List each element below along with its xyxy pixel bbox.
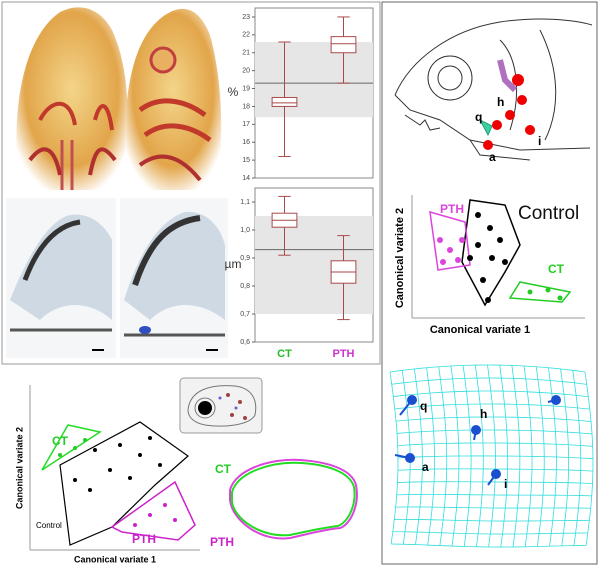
- grid-curve: [397, 455, 594, 460]
- y-tick-label: 1,0: [240, 227, 250, 234]
- y-tick-label: 22: [242, 32, 250, 39]
- grid-curve: [392, 531, 588, 535]
- grid-curve: [397, 481, 593, 484]
- grid-curve: [395, 506, 591, 509]
- landmark-label: a: [422, 460, 429, 474]
- grid-vectors: [394, 395, 561, 486]
- landmark-label: a: [489, 150, 496, 164]
- y-tick-label: 18: [242, 103, 250, 110]
- grid-curve: [397, 468, 593, 472]
- y-tick-label: 0,7: [240, 311, 250, 318]
- y-axis-label: µm: [225, 257, 242, 271]
- grid-curve: [396, 416, 592, 422]
- y-axis-label: Canonical variate 2: [394, 208, 406, 308]
- landmark-label: i: [538, 134, 541, 148]
- deformation-grid: [389, 364, 594, 548]
- x-axis-label: Canonical variate 1: [430, 324, 530, 336]
- y-tick-label: 15: [242, 157, 250, 164]
- grid-curve: [396, 493, 592, 497]
- grid-curve: [389, 371, 399, 545]
- photo-lateral: [125, 8, 222, 191]
- box: [271, 96, 298, 107]
- y-tick-label: 0,6: [240, 339, 250, 346]
- grid-curve: [393, 390, 589, 398]
- y-tick-label: 1,1: [240, 199, 250, 206]
- photo-ventral: [16, 7, 128, 190]
- y-tick-label: 14: [242, 175, 250, 182]
- grid-curve: [389, 364, 586, 373]
- y-tick-label: 19: [242, 85, 250, 92]
- landmark-label: i: [504, 477, 507, 491]
- x-tick-label: PTH: [333, 348, 355, 360]
- outline-shapes: [229, 458, 358, 540]
- y-tick-label: 0,9: [240, 255, 250, 262]
- y-axis-label: Canonical variate 2: [14, 427, 24, 509]
- landmark-label: h: [480, 407, 487, 421]
- panel-frame: [381, 1, 598, 565]
- scatter-right: [411, 195, 585, 319]
- y-tick-label: 23: [242, 14, 250, 21]
- landmark-label: q: [420, 399, 427, 413]
- box: [330, 36, 357, 54]
- panel-frame: [1, 1, 381, 365]
- histology-ct: [6, 198, 116, 358]
- grid-curve: [397, 442, 593, 447]
- box-plots: 14 15 16 17 18 19 20 21 22 23% 0,6 0,7 0,8 0,9 1,0 1,1 µ…: [225, 7, 374, 360]
- grid-curve: [396, 429, 593, 435]
- group-label: PTH: [210, 535, 234, 549]
- group-label: Control: [518, 203, 579, 224]
- fish-drawing: [394, 18, 593, 161]
- x-axis-label: Canonical variate 1: [74, 554, 156, 564]
- landmark-label: q: [475, 110, 482, 124]
- y-axis-label: %: [228, 85, 239, 99]
- x-tick-label: CT: [277, 348, 292, 360]
- grid-curve: [394, 518, 590, 522]
- histology-pth: [120, 198, 228, 358]
- grid-curve: [394, 403, 590, 410]
- y-tick-label: 21: [242, 50, 250, 57]
- group-label: CT: [215, 462, 232, 476]
- y-tick-label: 20: [242, 67, 250, 74]
- group-label: Control: [36, 521, 62, 530]
- y-tick-label: 16: [242, 139, 250, 146]
- scatter-left: [29, 385, 200, 551]
- landmark-label: h: [497, 95, 504, 109]
- group-label: PTH: [132, 532, 156, 546]
- group-label: PTH: [440, 202, 464, 216]
- grid-curve: [391, 543, 587, 548]
- grid-curve: [391, 377, 587, 385]
- inset-skull: [179, 377, 263, 434]
- y-tick-label: 0,8: [240, 283, 250, 290]
- group-label: CT: [52, 434, 69, 448]
- group-label: CT: [548, 262, 565, 276]
- y-tick-label: 17: [242, 121, 250, 128]
